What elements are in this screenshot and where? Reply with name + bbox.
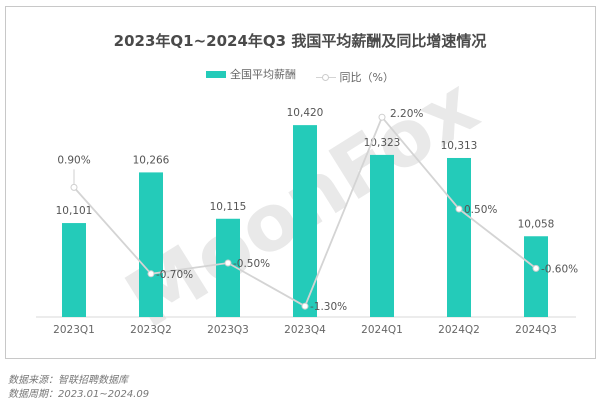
chart-frame bbox=[5, 6, 596, 359]
yoy-point-2023Q2 bbox=[147, 270, 155, 278]
bar-label-2024Q3: 10,058 bbox=[518, 218, 555, 230]
x-tick-2024Q2: 2024Q2 bbox=[438, 324, 480, 336]
x-tick-2023Q2: 2023Q2 bbox=[130, 324, 172, 336]
chart-title: 2023年Q1~2024年Q3 我国平均薪酬及同比增速情况 bbox=[113, 32, 487, 50]
yoy-label-2023Q1: 0.90% bbox=[57, 154, 90, 166]
yoy-point-2024Q2 bbox=[455, 205, 463, 213]
yoy-point-2024Q1 bbox=[378, 113, 386, 121]
x-tick-2023Q4: 2023Q4 bbox=[284, 324, 326, 336]
bar-label-2023Q3: 10,115 bbox=[210, 201, 247, 213]
bar-2023Q4 bbox=[293, 125, 317, 317]
legend-swatch-line bbox=[315, 73, 336, 81]
yoy-point-2024Q3 bbox=[532, 264, 540, 272]
bar-label-2023Q2: 10,266 bbox=[133, 154, 170, 166]
yoy-label-2023Q4: -1.30% bbox=[310, 301, 347, 313]
yoy-label-2024Q2: 0.50% bbox=[464, 204, 497, 216]
x-tick-2023Q3: 2023Q3 bbox=[207, 324, 249, 336]
bar-2023Q2 bbox=[139, 172, 163, 317]
x-tick-2023Q1: 2023Q1 bbox=[53, 324, 95, 336]
yoy-label-2024Q1: 2.20% bbox=[390, 108, 423, 120]
yoy-label-2023Q3: -0.50% bbox=[233, 258, 270, 270]
yoy-point-2023Q3 bbox=[224, 259, 232, 267]
yoy-point-2023Q4 bbox=[301, 302, 309, 310]
yoy-label-2023Q2: -0.70% bbox=[156, 269, 193, 281]
legend-item-salary: 全国平均薪酬 bbox=[206, 66, 296, 82]
legend-label-yoy: 同比（%） bbox=[339, 71, 394, 84]
legend-label-salary: 全国平均薪酬 bbox=[230, 68, 297, 81]
legend-item-yoy: 同比（%） bbox=[315, 69, 394, 85]
bar-2023Q1 bbox=[62, 223, 86, 317]
legend-swatch-bar bbox=[206, 70, 227, 78]
bar-2024Q2 bbox=[447, 157, 471, 317]
legend: 全国平均薪酬 同比（%） bbox=[0, 66, 600, 85]
bar-2024Q3 bbox=[524, 236, 548, 317]
footer-source: 数据来源：智联招聘数据库 bbox=[8, 375, 128, 386]
footer-period: 数据周期：2023.01~2024.09 bbox=[8, 389, 150, 400]
bar-label-2023Q1: 10,101 bbox=[56, 205, 93, 217]
x-tick-2024Q1: 2024Q1 bbox=[361, 324, 403, 336]
bar-label-2024Q2: 10,313 bbox=[441, 140, 478, 152]
x-tick-2024Q3: 2024Q3 bbox=[515, 324, 557, 336]
yoy-label-2024Q3: -0.60% bbox=[541, 263, 578, 275]
bar-2024Q1 bbox=[370, 154, 394, 317]
bar-label-2023Q4: 10,420 bbox=[287, 107, 324, 119]
yoy-point-2023Q1 bbox=[70, 183, 78, 191]
